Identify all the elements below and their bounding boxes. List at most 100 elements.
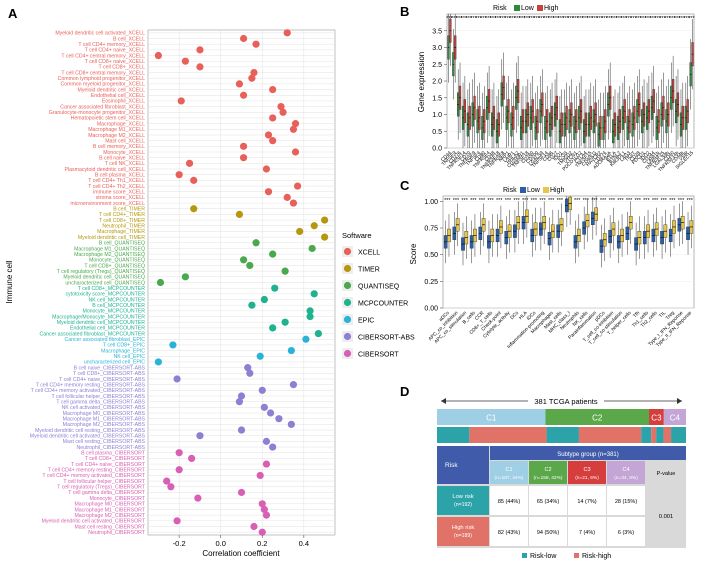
row-label: Endothelial cell_MCPCOUNTER — [70, 326, 145, 332]
significance-stars: *** — [466, 16, 473, 22]
significance-stars: *** — [601, 16, 608, 22]
y-tick-label: 2.0 — [432, 79, 442, 86]
legend-dot-timer — [343, 264, 352, 273]
point-mcpcounter — [271, 284, 279, 292]
row-name: High risk — [452, 525, 475, 531]
row-header-cell — [437, 486, 489, 515]
significance-stars: *** — [505, 198, 512, 204]
row-label: T cell CD4+ memory activated_CIBERSORT — [42, 473, 145, 479]
y-tick-label: 0.75 — [424, 226, 438, 233]
point-cibersort-abs — [262, 437, 271, 445]
table-cell — [490, 517, 528, 546]
row-label: Macrophage/Monocyte_MCPCOUNTER — [52, 314, 145, 320]
row-label: Macrophage M2_XCELL — [88, 133, 145, 139]
point-xcell — [181, 57, 189, 65]
y-tick-label: 1.0 — [432, 112, 442, 119]
significance-stars: *** — [659, 16, 666, 22]
significance-stars: *** — [592, 16, 599, 22]
significance-stars: *** — [583, 198, 590, 204]
significance-stars: *** — [617, 198, 624, 204]
row-n: (n=192) — [454, 502, 472, 508]
point-mcpcounter — [260, 295, 268, 304]
legend-dot-epic — [343, 315, 352, 324]
significance-stars: *** — [635, 198, 642, 204]
subtype-group-header — [490, 446, 686, 460]
significance-stars: *** — [479, 198, 486, 204]
row-n: (n=189) — [454, 533, 472, 539]
point-cibersort-abs — [269, 443, 277, 451]
row-label: T cell CD4+ Th1_XCELL — [88, 178, 145, 184]
legend-dot-quantiseq — [343, 281, 352, 290]
arrow-head-right — [677, 398, 682, 404]
panel-b-y-label: Gene expression — [417, 52, 426, 112]
significance-stars: *** — [650, 16, 657, 22]
row-label: Macrophage M2_CIBERSORT-ABS — [63, 422, 146, 428]
significance-stars: *** — [490, 16, 497, 22]
significance-stars: *** — [539, 198, 546, 204]
legend-item: MCPCOUNTER — [358, 301, 408, 308]
row-label: T cell follicular helper_CIBERSORT — [63, 479, 146, 485]
panel-a-grid — [148, 30, 335, 535]
row-label: B cell naive_CIBERSORT-ABS — [74, 365, 146, 371]
point-cibersort — [260, 505, 268, 514]
legend-dot-xcell — [343, 247, 352, 256]
legend-label: Risk-low — [530, 553, 557, 560]
point-cibersort — [163, 477, 171, 485]
row-label: B cell_TIMER — [113, 207, 145, 213]
subtype-group-header-text: Subtype group (n=381) — [557, 452, 619, 458]
point-cibersort-abs — [237, 426, 246, 434]
point-xcell — [264, 188, 273, 196]
legend-item: QUANTISEQ — [358, 284, 400, 291]
significance-stars: *** — [543, 16, 550, 22]
table-cell — [490, 486, 528, 515]
panel-b-boxplot: Risk Low High **************************… — [417, 5, 696, 173]
table-cell-value: 28 (15%) — [615, 499, 637, 505]
row-label: T cell follicular helper_CIBERSORT-ABS — [51, 394, 145, 400]
row-label: Macrophage M2_CIBERSORT — [74, 513, 145, 519]
significance-stars: *** — [660, 198, 667, 204]
table-cell-value: 7 (4%) — [579, 530, 595, 536]
panel-b-legend-title: Risk — [493, 5, 507, 12]
significance-stars: *** — [640, 16, 647, 22]
row-label: Plasmacytoid dendritic cell_XCELL — [65, 167, 146, 173]
risk-strip-segment — [663, 427, 672, 443]
significance-stars: *** — [495, 16, 502, 22]
row-label: Mast cell resting_CIBERSORT-ABS — [63, 439, 146, 445]
column-header-c1 — [490, 461, 528, 484]
panel-b-x-labels: CD44TNFSF9CD276TNFRSF14CD70TNFRSF9TNFSF4… — [440, 150, 695, 174]
significance-stars: *** — [635, 16, 642, 22]
row-label: T cell CD4+ Th2_XCELL — [88, 184, 145, 190]
row-label: Myeloid dendritic cell activated_CIBERSO… — [42, 519, 146, 525]
significance-stars: *** — [509, 16, 516, 22]
row-label: immune score_XCELL — [93, 190, 145, 196]
row-label: T cell CD4+ memory resting_CIBERSORT — [48, 468, 146, 474]
significance-stars: *** — [664, 16, 671, 22]
row-label: T cell CD8+_CIBERSORT — [85, 456, 146, 462]
significance-stars: *** — [574, 198, 581, 204]
row-label: T cell regulatory (Tregs)_QUANTISEQ — [57, 269, 145, 275]
significance-stars: *** — [548, 16, 555, 22]
y-tick-label: 3.5 — [432, 28, 442, 35]
significance-stars: *** — [616, 16, 623, 22]
panel-b-label: B — [400, 4, 409, 19]
point-timer — [235, 210, 244, 219]
point-xcell — [239, 154, 248, 162]
panel-c-legend-low-swatch — [520, 187, 526, 193]
row-label: Common myeloid progenitor_XCELL — [61, 82, 146, 88]
point-xcell — [177, 97, 185, 105]
point-mcpcounter — [306, 312, 314, 321]
point-xcell — [185, 159, 194, 167]
row-label: B cell plasma_XCELL — [95, 172, 145, 178]
significance-stars: *** — [444, 198, 451, 204]
point-cibersort — [237, 488, 246, 497]
panel-c-legend-low: Low — [527, 187, 541, 194]
panel-c-plot-area — [442, 195, 695, 309]
panel-a-x-label: Correlation coefficient — [202, 549, 280, 558]
point-epic — [154, 358, 162, 366]
point-xcell — [264, 131, 273, 139]
panel-c-legend-high-swatch — [543, 187, 549, 193]
row-label: T cell gamma delta_CIBERSORT-ABS — [56, 399, 145, 405]
panel-b-y-ticks: 0.0 0.5 1.0 1.5 2.0 2.5 3.0 3.5 — [432, 28, 447, 153]
y-tick-label: 0.5 — [432, 129, 442, 136]
row-label: B cell_MCPCOUNTER — [92, 303, 145, 309]
